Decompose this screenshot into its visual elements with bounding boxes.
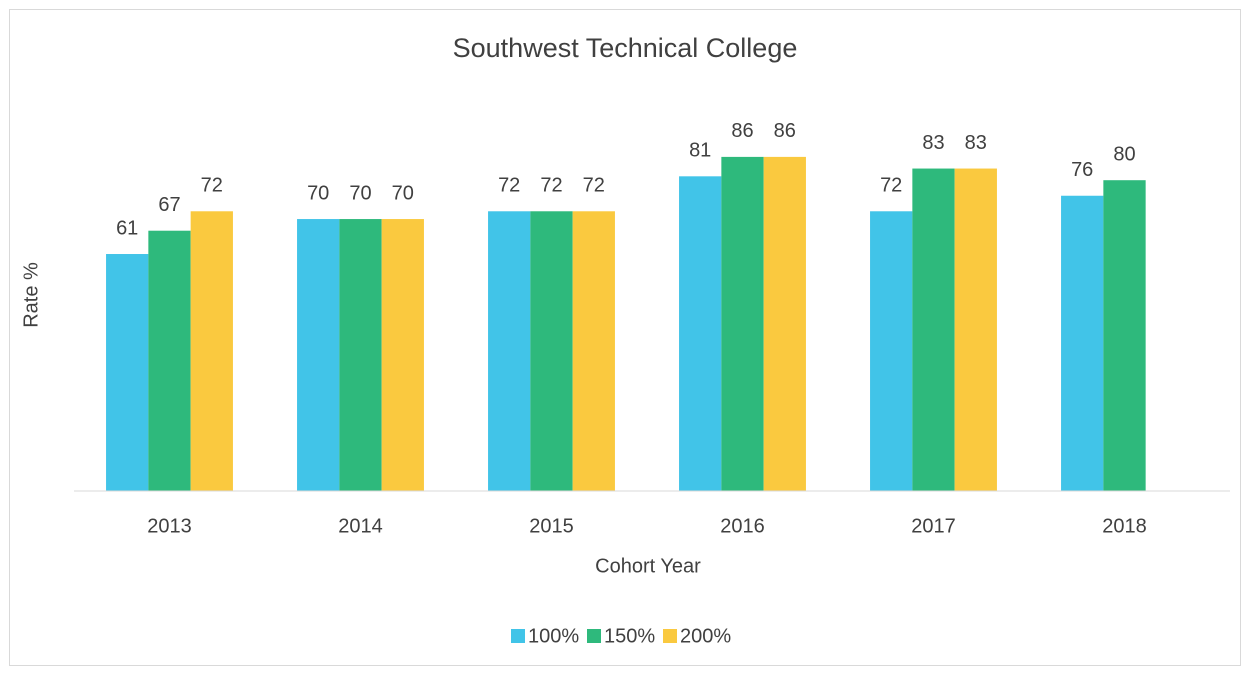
x-tick-label: 2014 — [338, 515, 383, 537]
x-tick-label: 2018 — [1102, 515, 1147, 537]
data-label: 86 — [774, 120, 796, 142]
bar — [381, 219, 424, 492]
legend-swatch — [511, 629, 525, 643]
bar — [1103, 180, 1146, 491]
bar — [721, 156, 764, 491]
x-axis-title: Cohort Year — [595, 555, 701, 577]
data-label: 72 — [540, 175, 562, 197]
bar — [912, 168, 955, 492]
bar — [530, 211, 573, 491]
data-label: 70 — [307, 182, 329, 204]
bar — [954, 168, 997, 492]
data-label: 70 — [392, 182, 414, 204]
x-tick-label: 2016 — [720, 515, 765, 537]
data-label: 72 — [201, 175, 223, 197]
data-label: 72 — [583, 175, 605, 197]
chart-title: Southwest Technical College — [453, 33, 798, 63]
bar — [763, 156, 806, 491]
data-label: 81 — [689, 140, 711, 162]
data-label: 72 — [498, 175, 520, 197]
data-label: 86 — [731, 120, 753, 142]
data-label: 76 — [1071, 159, 1093, 181]
data-label: 67 — [158, 194, 180, 216]
bar — [339, 219, 382, 492]
data-label: 61 — [116, 217, 138, 239]
legend-label: 100% — [528, 625, 579, 647]
bar — [148, 230, 191, 491]
data-label: 72 — [880, 175, 902, 197]
bar — [679, 176, 722, 491]
bar — [488, 211, 531, 491]
bar — [870, 211, 913, 491]
data-label: 70 — [349, 182, 371, 204]
x-tick-label: 2013 — [147, 515, 192, 537]
legend-swatch — [663, 629, 677, 643]
legend-label: 200% — [680, 625, 731, 647]
bar — [106, 254, 149, 491]
y-axis-title: Rate % — [20, 262, 42, 328]
legend-label: 150% — [604, 625, 655, 647]
bar — [572, 211, 615, 491]
bar — [1061, 195, 1104, 492]
bar — [190, 211, 233, 491]
data-label: 83 — [965, 132, 987, 154]
bar — [297, 219, 340, 492]
data-label: 83 — [922, 132, 944, 154]
x-tick-label: 2017 — [911, 515, 956, 537]
x-tick-label: 2015 — [529, 515, 574, 537]
data-label: 80 — [1113, 143, 1135, 165]
legend-swatch — [587, 629, 601, 643]
